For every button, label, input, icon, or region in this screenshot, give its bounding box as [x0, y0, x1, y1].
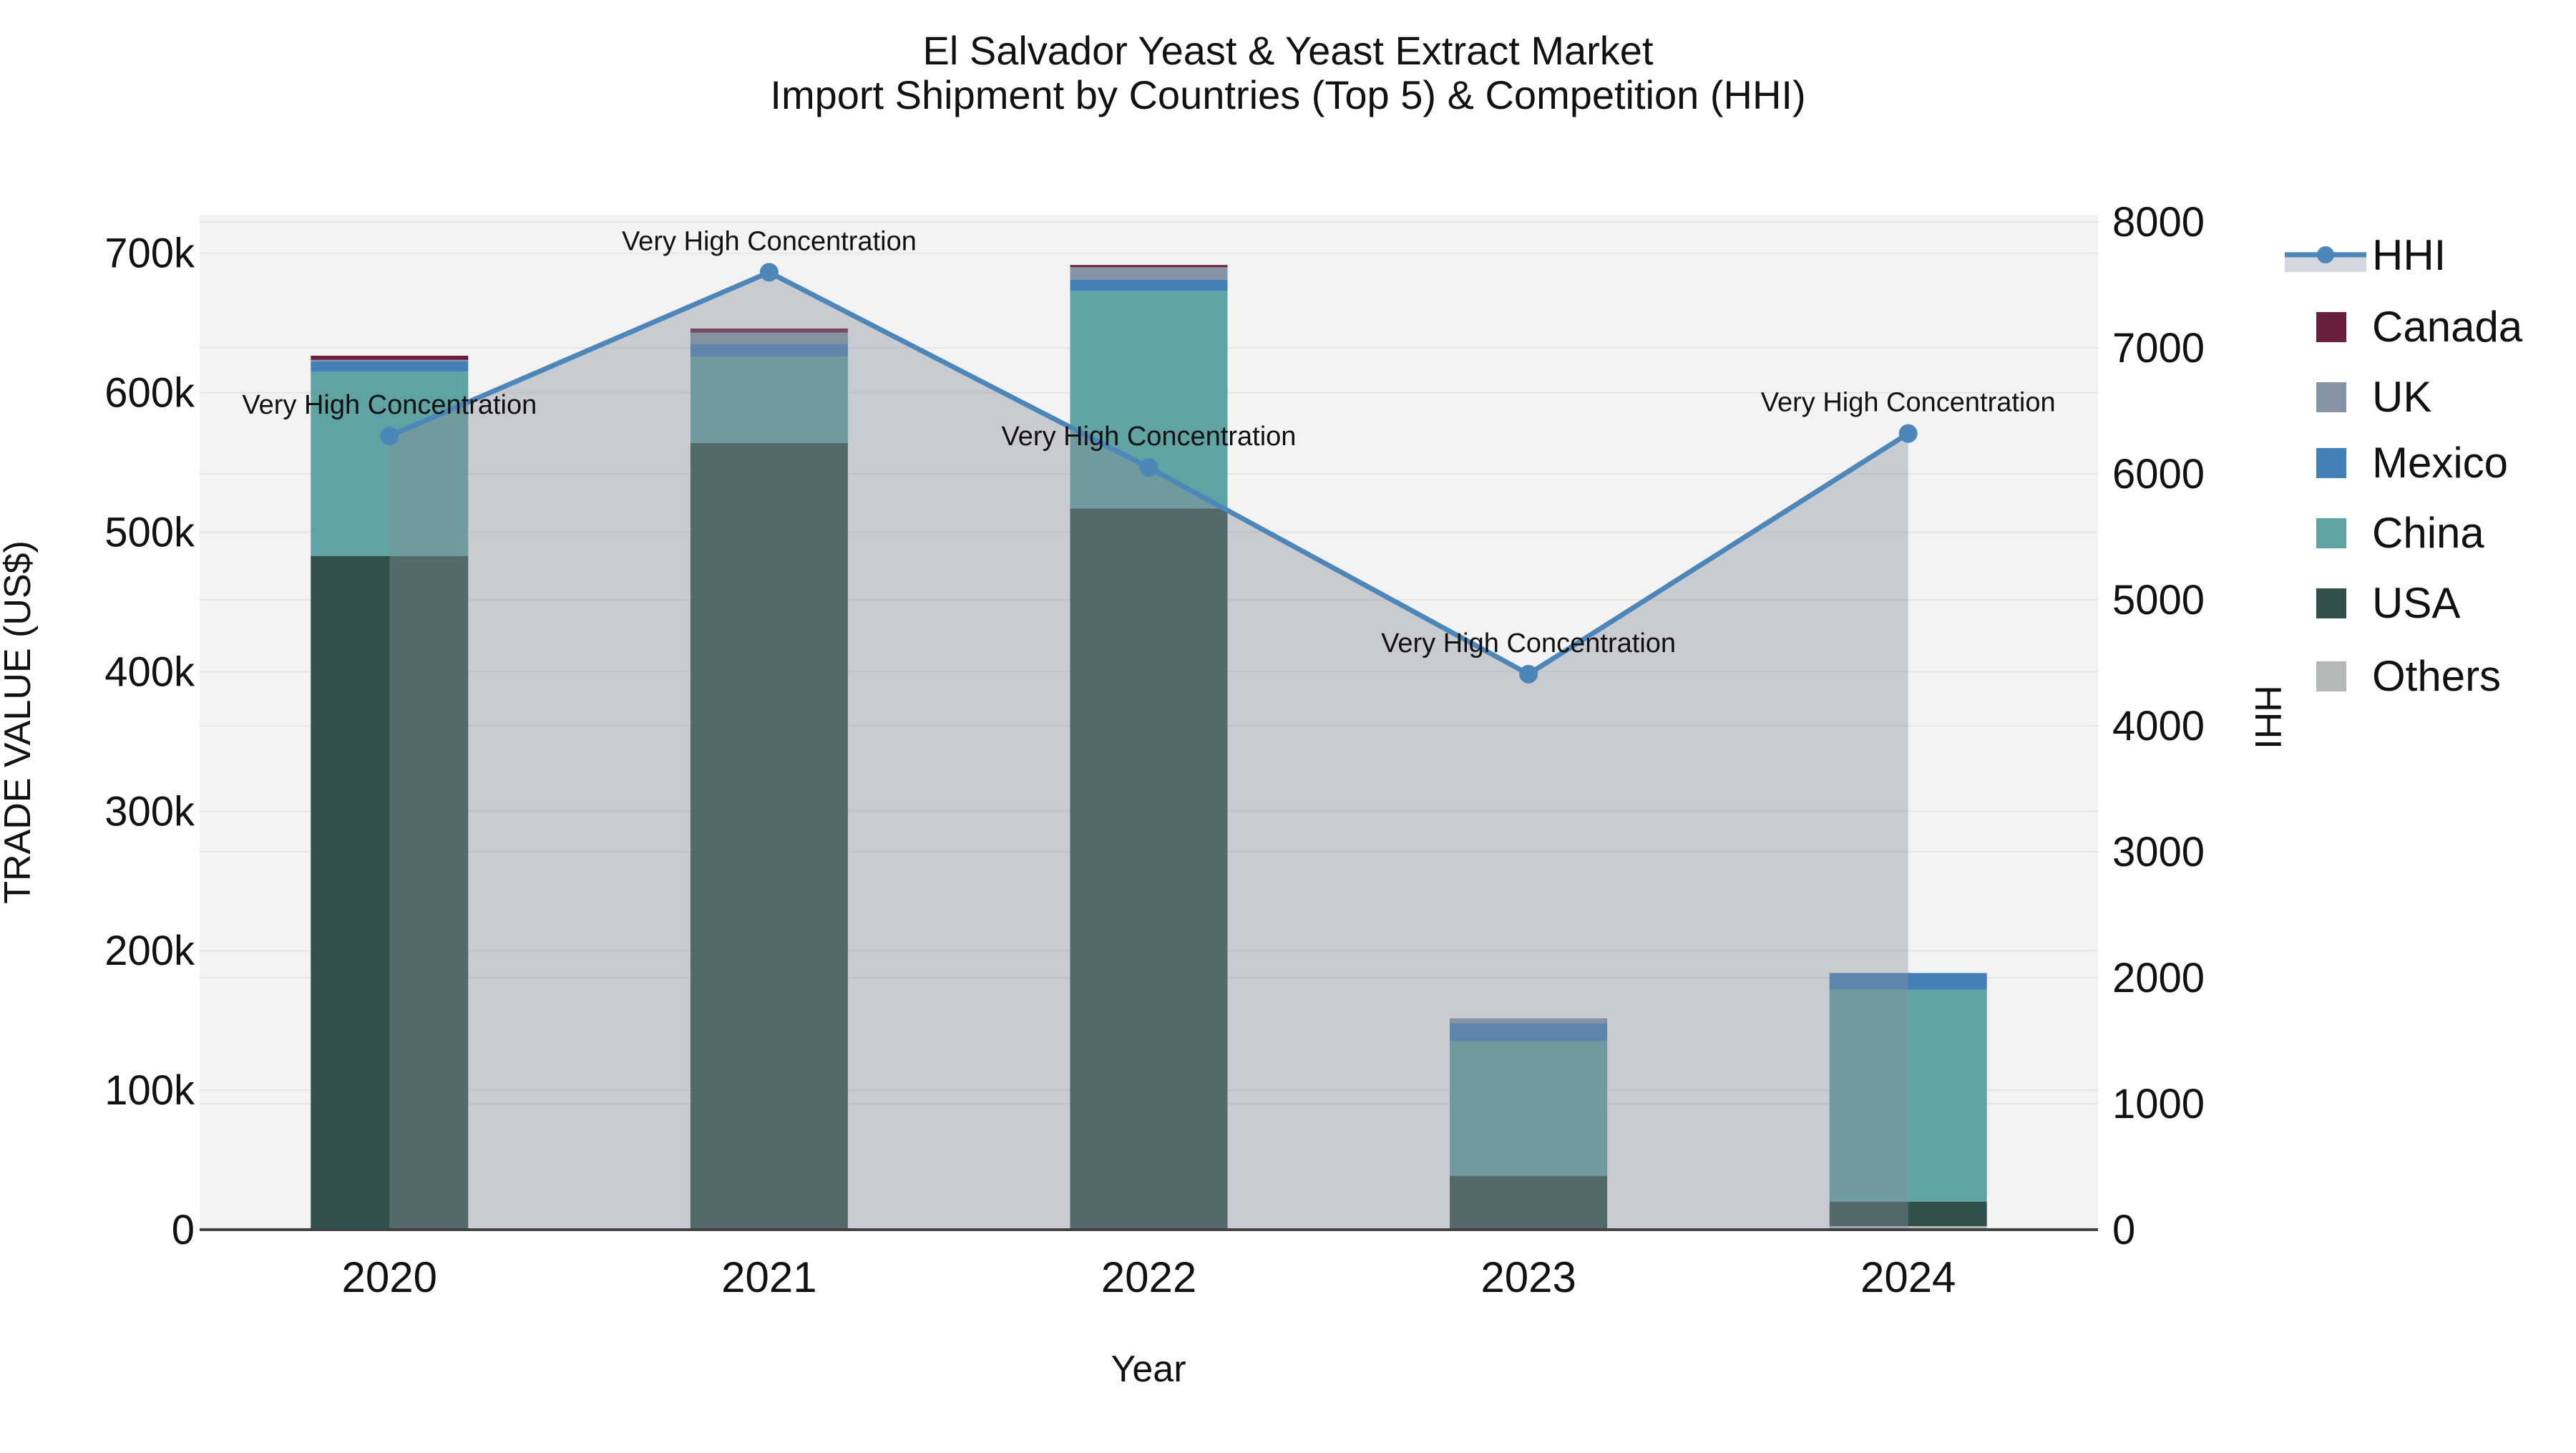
legend-label-hhi: HHI: [2372, 231, 2446, 279]
hhi-marker-2023[interactable]: [1519, 664, 1538, 684]
bar-segment-china-2024[interactable]: [1829, 989, 1987, 1202]
y-right-tick-1000: 1000: [2112, 1081, 2205, 1127]
y-right-tick-8000: 8000: [2112, 199, 2205, 246]
x-tick-2023: 2023: [1480, 1253, 1576, 1301]
bar-segment-uk-2023[interactable]: [1450, 1018, 1608, 1024]
y-left-tick-0: 0: [172, 1207, 195, 1253]
plot-layer: Very High Concentration Very High Concent…: [104, 199, 2205, 1301]
bar-segment-canada-2022[interactable]: [1070, 265, 1228, 268]
bar-segment-mexico-2023[interactable]: [1450, 1023, 1608, 1041]
y-right-tick-5000: 5000: [2112, 577, 2205, 623]
bar-segment-china-2020[interactable]: [311, 371, 469, 556]
y-left-tick-700k: 700k: [104, 230, 195, 277]
y-left-tick-200k: 200k: [104, 928, 195, 974]
y-right-tick-0: 0: [2112, 1207, 2135, 1253]
bar-segment-others-2024[interactable]: [1829, 1226, 1987, 1230]
x-tick-2020: 2020: [342, 1253, 437, 1301]
bar-segment-usa-2024[interactable]: [1829, 1202, 1987, 1227]
x-axis-title: Year: [1111, 1348, 1186, 1390]
bar-segment-uk-2021[interactable]: [690, 332, 848, 344]
legend-item-hhi[interactable]: HHI: [2285, 231, 2446, 279]
legend-item-china[interactable]: China: [2316, 509, 2484, 557]
hhi-area-fill: [389, 272, 1908, 1230]
x-tick-2022: 2022: [1101, 1253, 1196, 1301]
y-right-tick-7000: 7000: [2112, 325, 2205, 371]
bar-segment-uk-2022[interactable]: [1070, 267, 1228, 280]
hhi-marker-2022[interactable]: [1139, 458, 1158, 477]
y-right-axis-title: HHI: [2247, 685, 2288, 749]
legend-label-mexico: Mexico: [2372, 439, 2508, 487]
x-tick-2024: 2024: [1860, 1253, 1956, 1301]
legend-swatch-china: [2316, 518, 2346, 548]
annotation-2021: Very High Concentration: [622, 226, 917, 256]
y-left-tick-300k: 300k: [104, 788, 195, 835]
chart-title-line2: Import Shipment by Countries (Top 5) & C…: [770, 72, 1805, 117]
legend-swatch-canada: [2316, 312, 2346, 342]
bar-segment-usa-2020[interactable]: [311, 555, 469, 1230]
legend-hhi-marker-icon: [2317, 246, 2334, 263]
legend-swatch-usa: [2316, 588, 2346, 618]
bar-segment-mexico-2021[interactable]: [690, 344, 848, 356]
hhi-marker-2020[interactable]: [380, 427, 399, 446]
legend-swatch-others: [2316, 661, 2346, 691]
legend-swatch-mexico: [2316, 448, 2346, 478]
legend-item-usa[interactable]: USA: [2316, 579, 2460, 627]
legend-label-canada: Canada: [2372, 303, 2523, 351]
annotation-2022: Very High Concentration: [1002, 422, 1297, 452]
y-left-tick-500k: 500k: [104, 510, 195, 556]
y-right-tick-3000: 3000: [2112, 829, 2205, 875]
y-left-axis-title: TRADE VALUE (US$): [0, 540, 39, 904]
legend: HHI Canada UK Mexico China USA Others: [2285, 231, 2523, 700]
bar-segment-mexico-2022[interactable]: [1070, 279, 1228, 291]
y-right-tick-4000: 4000: [2112, 703, 2205, 749]
bar-segment-usa-2021[interactable]: [690, 442, 848, 1230]
bar-segment-china-2023[interactable]: [1450, 1041, 1608, 1176]
annotation-2023: Very High Concentration: [1381, 628, 1676, 659]
bar-segment-mexico-2024[interactable]: [1829, 973, 1987, 990]
x-tick-2021: 2021: [721, 1253, 816, 1301]
chart-title-line1: El Salvador Yeast & Yeast Extract Market: [922, 28, 1653, 73]
bar-segment-mexico-2020[interactable]: [311, 361, 469, 372]
legend-label-uk: UK: [2372, 373, 2431, 421]
bar-segment-usa-2023[interactable]: [1450, 1175, 1608, 1230]
legend-item-mexico[interactable]: Mexico: [2316, 439, 2508, 487]
legend-item-others[interactable]: Others: [2316, 652, 2501, 700]
annotation-2020: Very High Concentration: [242, 390, 537, 420]
legend-label-others: Others: [2372, 652, 2501, 700]
hhi-marker-2021[interactable]: [759, 263, 779, 282]
legend-item-uk[interactable]: UK: [2316, 373, 2431, 421]
legend-label-usa: USA: [2372, 579, 2460, 627]
annotation-2024: Very High Concentration: [1761, 388, 2056, 418]
bar-segment-china-2021[interactable]: [690, 356, 848, 443]
bar-segment-canada-2020[interactable]: [311, 355, 469, 360]
y-right-tick-6000: 6000: [2112, 451, 2205, 497]
y-left-tick-100k: 100k: [104, 1067, 195, 1114]
y-right-tick-2000: 2000: [2112, 955, 2205, 1001]
y-left-tick-400k: 400k: [104, 648, 195, 695]
bar-segment-usa-2022[interactable]: [1070, 508, 1228, 1230]
bar-segment-uk-2020[interactable]: [311, 359, 469, 361]
legend-label-china: China: [2372, 509, 2484, 557]
y-left-tick-600k: 600k: [104, 370, 195, 417]
hhi-marker-2024[interactable]: [1898, 424, 1918, 443]
legend-item-canada[interactable]: Canada: [2316, 303, 2523, 351]
legend-swatch-uk: [2316, 382, 2346, 412]
bar-segment-canada-2021[interactable]: [690, 328, 848, 333]
